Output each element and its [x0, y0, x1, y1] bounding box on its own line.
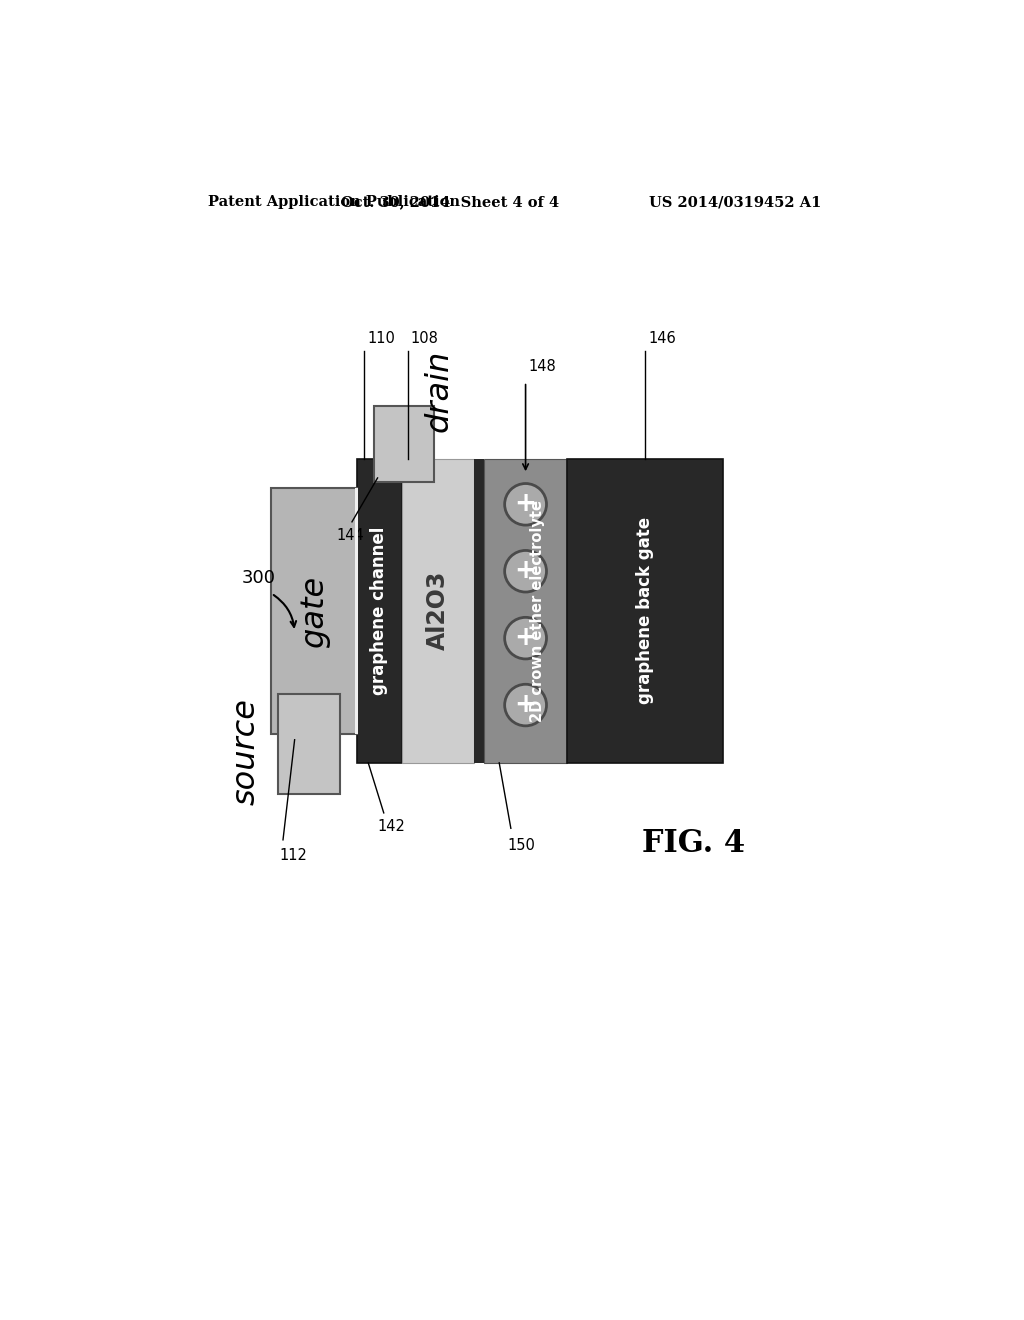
- Text: +: +: [515, 692, 537, 718]
- Circle shape: [505, 483, 547, 525]
- Text: 2D crown ether electrolyte: 2D crown ether electrolyte: [529, 500, 545, 722]
- Bar: [374, 407, 434, 482]
- Text: drain: drain: [423, 350, 455, 432]
- Text: graphene channel: graphene channel: [370, 527, 388, 694]
- Text: FIG. 4: FIG. 4: [642, 828, 745, 859]
- Text: 110: 110: [368, 331, 395, 346]
- Bar: [355, 488, 358, 734]
- Bar: [483, 459, 567, 763]
- Text: 146: 146: [648, 331, 676, 346]
- Text: 144: 144: [337, 528, 365, 543]
- Text: +: +: [515, 491, 537, 517]
- Text: Oct. 30, 2014  Sheet 4 of 4: Oct. 30, 2014 Sheet 4 of 4: [341, 195, 559, 210]
- Bar: [567, 459, 723, 763]
- Text: +: +: [515, 558, 537, 585]
- Text: 300: 300: [242, 569, 275, 587]
- Text: source: source: [231, 698, 262, 805]
- Circle shape: [505, 618, 547, 659]
- Bar: [356, 459, 401, 763]
- Text: graphene back gate: graphene back gate: [636, 517, 654, 705]
- Circle shape: [505, 550, 547, 593]
- Bar: [271, 488, 356, 734]
- Text: 108: 108: [411, 331, 438, 346]
- Text: 148: 148: [528, 359, 556, 374]
- Circle shape: [505, 684, 547, 726]
- Bar: [278, 693, 340, 793]
- Text: Al2O3: Al2O3: [426, 572, 450, 651]
- Bar: [474, 459, 483, 763]
- Text: Patent Application Publication: Patent Application Publication: [208, 195, 460, 210]
- Text: 112: 112: [280, 847, 307, 862]
- Text: gate: gate: [299, 574, 330, 647]
- Text: 142: 142: [378, 818, 406, 834]
- Text: 150: 150: [507, 838, 535, 853]
- Text: US 2014/0319452 A1: US 2014/0319452 A1: [649, 195, 821, 210]
- Bar: [401, 459, 474, 763]
- Text: +: +: [515, 626, 537, 651]
